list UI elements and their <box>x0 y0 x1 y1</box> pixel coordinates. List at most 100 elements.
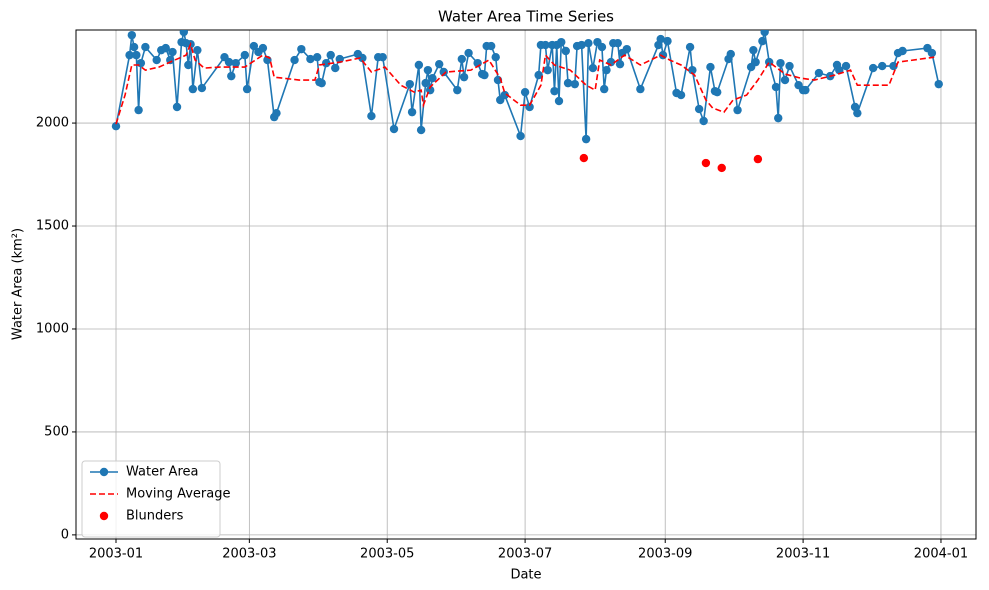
data-point <box>525 102 534 112</box>
data-point <box>694 104 704 114</box>
legend-box <box>81 460 221 538</box>
data-point <box>889 61 898 71</box>
data-point <box>602 65 611 75</box>
data-point <box>749 45 758 55</box>
data-point <box>480 70 489 80</box>
data-point <box>801 85 810 95</box>
y-tick-label: 500 <box>44 424 69 439</box>
data-point <box>172 102 182 112</box>
x-tick-label: 2003-03 <box>222 547 276 562</box>
data-point <box>656 34 665 44</box>
data-point <box>227 71 236 81</box>
data-point <box>733 105 742 115</box>
data-point <box>577 40 586 50</box>
data-point <box>676 90 686 100</box>
series-line <box>115 41 935 125</box>
data-point <box>129 42 139 52</box>
plot-area <box>111 30 943 173</box>
data-point <box>491 52 500 62</box>
data-point <box>561 46 570 56</box>
legend-marker <box>99 511 109 521</box>
data-point <box>541 40 550 50</box>
data-point <box>615 59 625 69</box>
data-point <box>771 82 781 92</box>
data-point <box>701 158 711 168</box>
data-point <box>141 42 150 52</box>
data-point <box>878 61 887 71</box>
data-point <box>358 53 367 63</box>
data-point <box>378 52 387 62</box>
data-point <box>785 61 794 71</box>
data-point <box>224 57 234 67</box>
data-point <box>500 90 509 100</box>
data-point <box>459 72 469 82</box>
data-point <box>814 68 824 78</box>
data-point <box>516 131 525 141</box>
data-point <box>136 58 146 68</box>
data-point <box>423 65 433 75</box>
data-point <box>179 30 189 37</box>
data-point <box>152 55 161 65</box>
data-point <box>760 30 769 37</box>
data-point <box>774 113 783 123</box>
x-tick-label: 2003-09 <box>638 547 692 562</box>
y-tick-label: 2000 <box>36 116 69 131</box>
data-point <box>453 85 462 95</box>
legend-label: Moving Average <box>126 487 230 502</box>
data-point <box>726 49 735 59</box>
data-point <box>563 78 573 88</box>
legend-label: Blunders <box>126 509 184 524</box>
data-point <box>367 111 376 121</box>
data-point <box>699 116 708 126</box>
data-point <box>898 46 907 56</box>
data-point <box>193 45 202 55</box>
x-tick-label: 2003-07 <box>498 547 552 562</box>
data-point <box>414 60 424 70</box>
data-point <box>231 58 240 68</box>
data-point <box>751 57 760 67</box>
data-point <box>407 107 417 117</box>
x-tick-label: 2003-05 <box>360 547 414 562</box>
data-point <box>550 86 559 96</box>
data-point <box>841 61 851 71</box>
data-point <box>197 83 207 93</box>
data-point <box>688 65 697 75</box>
y-tick-label: 1000 <box>36 321 69 336</box>
data-point <box>184 60 193 70</box>
data-point <box>464 48 473 58</box>
data-point <box>685 42 695 52</box>
data-point <box>258 43 268 53</box>
data-point <box>439 67 448 77</box>
data-point <box>290 55 299 65</box>
data-point <box>557 37 566 47</box>
data-point <box>272 108 281 118</box>
data-point <box>188 84 198 94</box>
data-point <box>326 50 335 60</box>
data-point <box>416 125 426 135</box>
data-point <box>297 44 306 54</box>
data-point <box>853 108 862 118</box>
data-point <box>717 163 726 173</box>
plot-frame <box>75 29 977 540</box>
data-point <box>520 87 530 97</box>
data-point <box>706 62 715 72</box>
legend-label: Water Area <box>126 465 198 480</box>
data-point <box>927 48 937 58</box>
data-point <box>868 63 878 73</box>
x-axis-label: Date <box>510 568 541 583</box>
data-point <box>242 84 252 94</box>
y-tick-label: 0 <box>61 527 69 542</box>
x-tick-label: 2004-01 <box>914 547 968 562</box>
data-point <box>132 50 141 60</box>
data-point <box>570 79 580 89</box>
data-point <box>240 50 250 60</box>
x-tick-label: 2003-11 <box>776 547 830 562</box>
data-point <box>613 38 622 48</box>
data-point <box>622 44 632 54</box>
data-point <box>111 121 121 131</box>
data-point <box>713 87 722 97</box>
data-point <box>543 65 552 75</box>
data-point <box>125 50 134 60</box>
